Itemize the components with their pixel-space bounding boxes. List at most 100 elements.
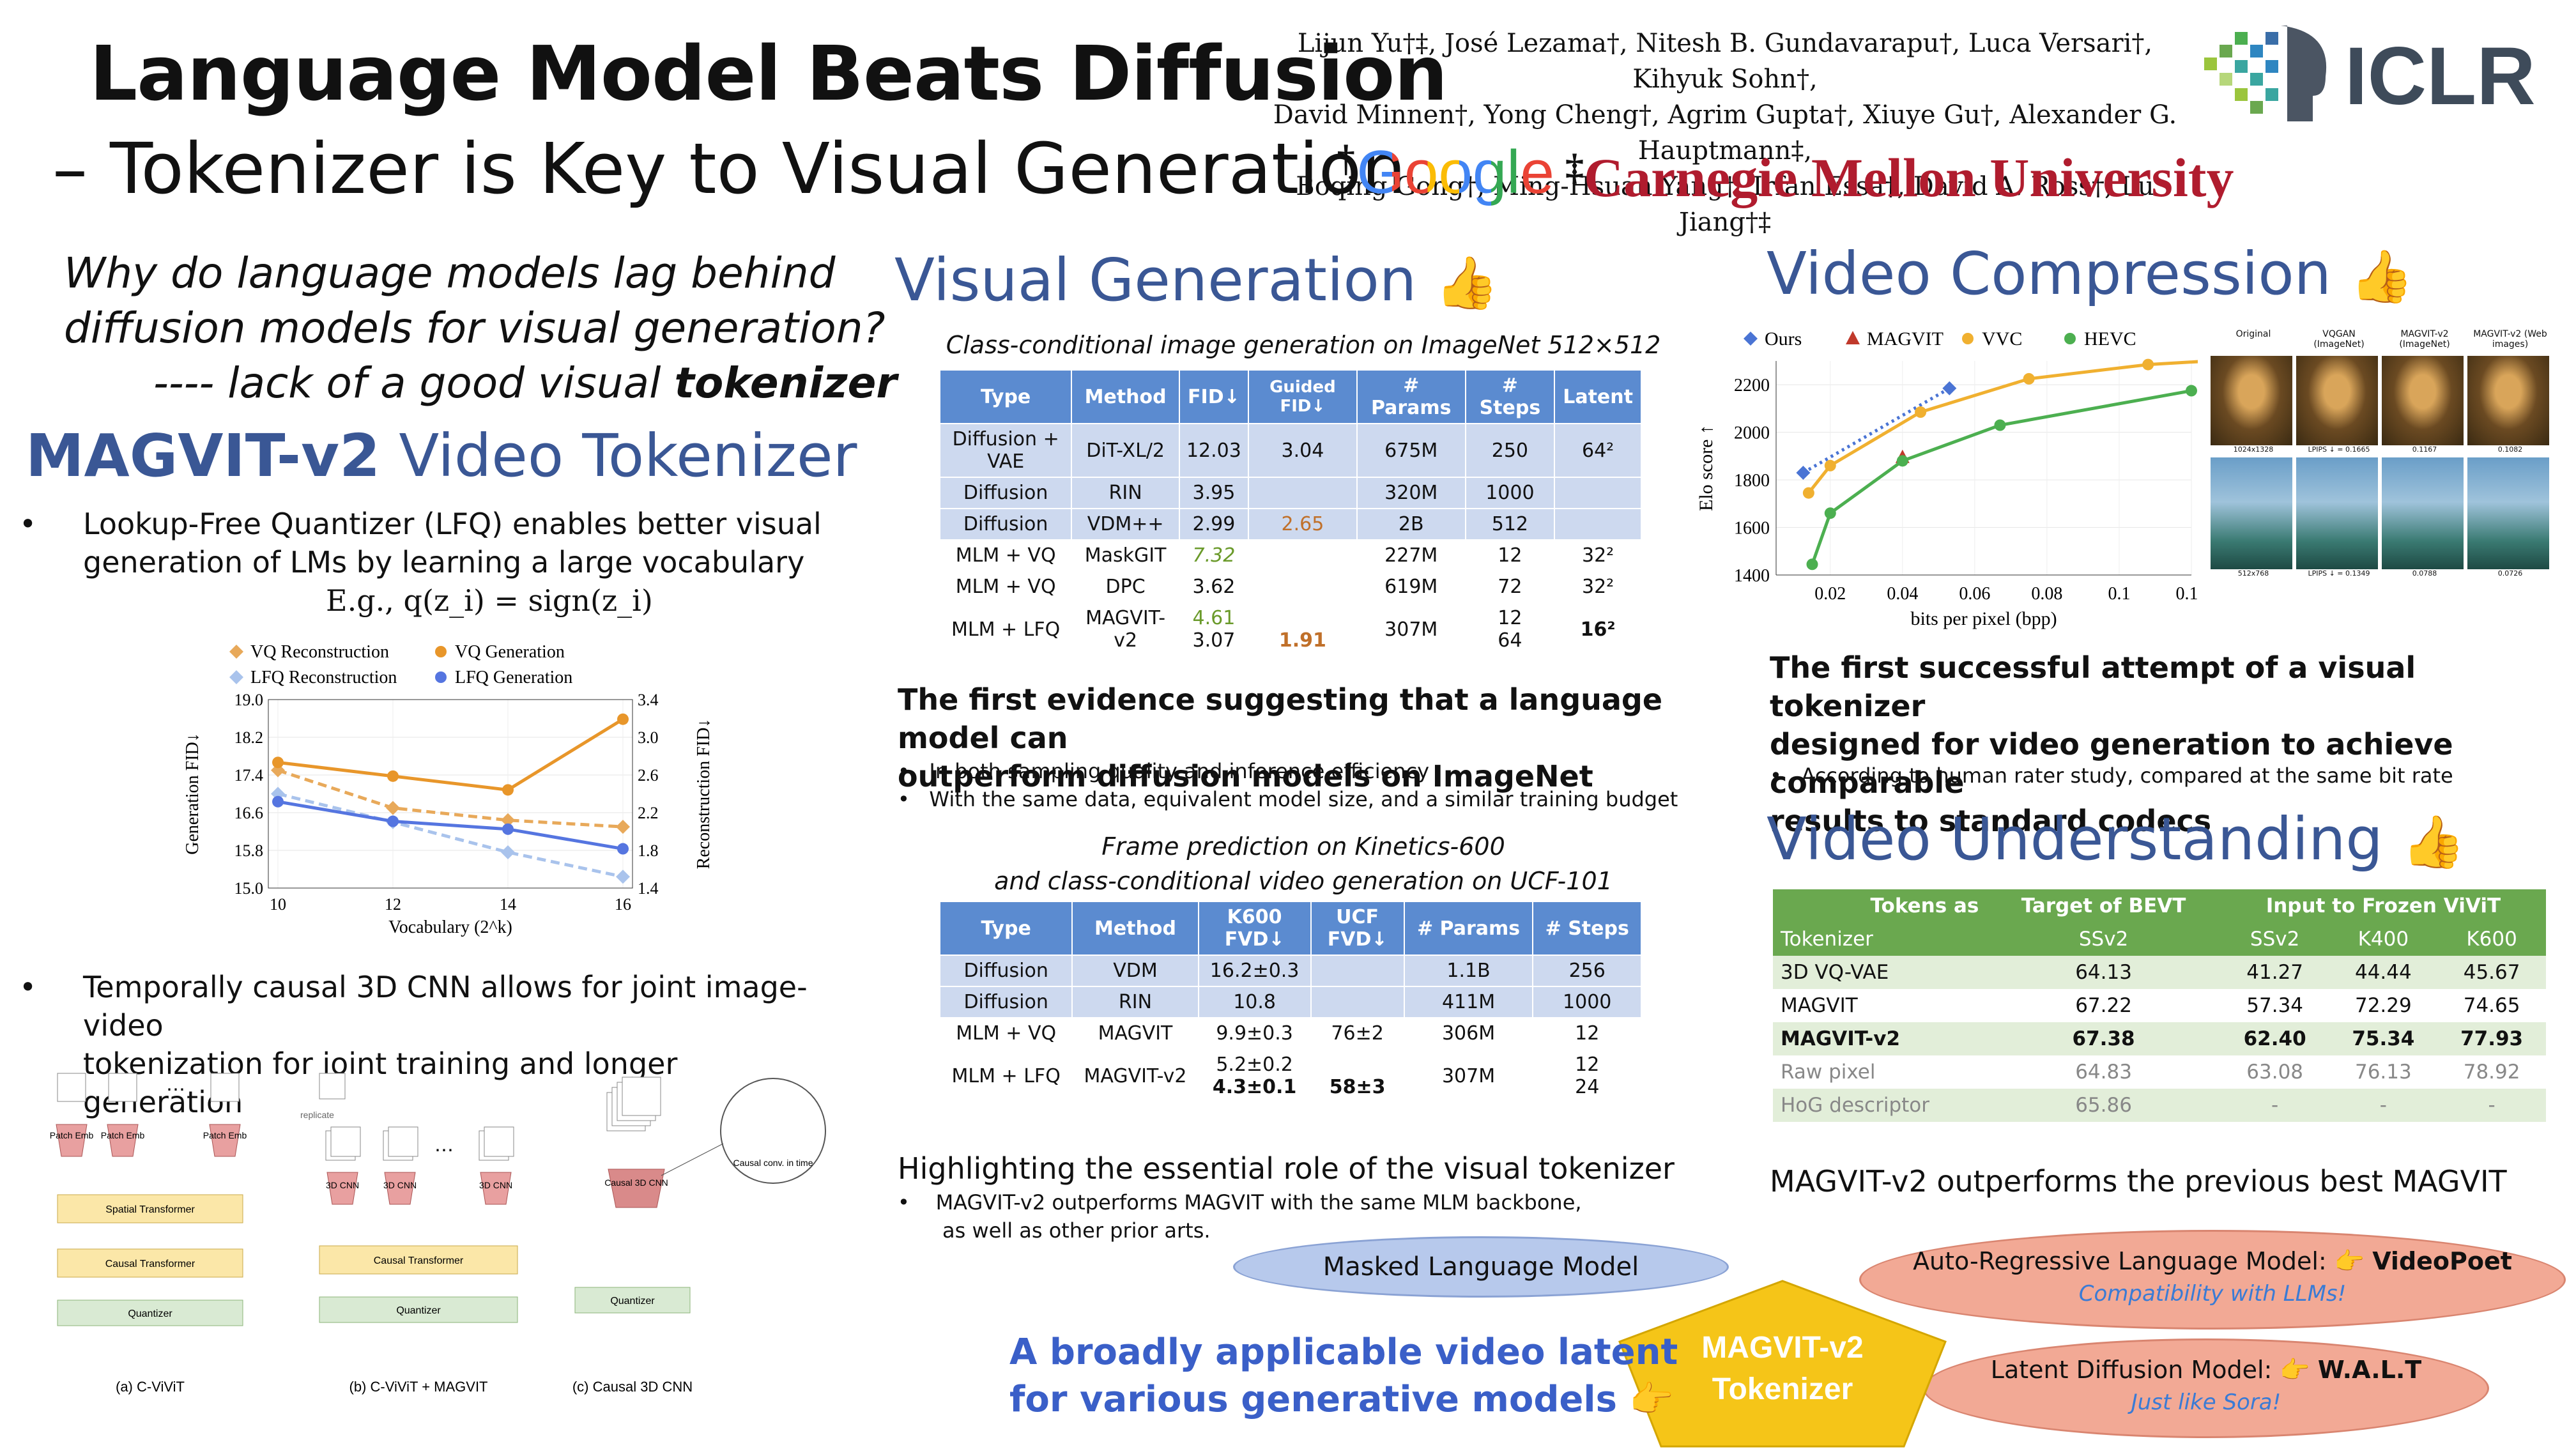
table-cell: 675M [1356, 423, 1466, 478]
y2-axis-label: Reconstruction FID↓ [694, 719, 714, 870]
y2-tick-label: 1.4 [638, 879, 659, 898]
cmu-mark: ‡ [1565, 146, 1584, 188]
spatial-transformer-block [57, 1194, 243, 1223]
legend-marker [229, 670, 243, 684]
data-point [1802, 487, 1814, 499]
data-point [617, 843, 629, 855]
x-tick-label: 0.12 [2176, 584, 2198, 604]
video-compression-title-text: Video Compression [1767, 240, 2331, 308]
table-row: Diffusion + VAE DiT-XL/2 12.03 3.04 675M 250 6… [939, 423, 1642, 478]
quantizer-label: Quantizer [610, 1296, 655, 1307]
video-understanding-title: Video Understanding 👍 [1767, 805, 2465, 873]
ldm-subtitle: Just like Sora! [2131, 1390, 2281, 1415]
y-tick-label: 18.2 [234, 728, 264, 747]
series-line [1811, 389, 2192, 565]
table-row: Diffusion RIN 10.8 411M 1000 [939, 986, 1642, 1018]
intro-answer-bold: tokenizer [674, 358, 897, 408]
caption-line: and class-conditional video generation o… [994, 867, 1613, 895]
table-cell: MAGVIT-v2 [1071, 602, 1180, 657]
frame-input [319, 1073, 346, 1100]
y2-tick-label: 2.6 [638, 766, 659, 785]
table-cell: - [2437, 1089, 2546, 1122]
data-point [272, 795, 284, 808]
table-cell: 3.62 [1178, 571, 1249, 603]
table-cell: MLM + VQ [939, 571, 1073, 603]
architecture-diagram: ⋯ Patch Emb Patch Emb Patch Emb Spatial … [50, 1073, 826, 1395]
image-metric: 0.0726 [2497, 569, 2523, 578]
table-cell: 32² [1554, 539, 1642, 572]
steps-value: 12 [1575, 1054, 1600, 1076]
table-cell: 256 [1532, 954, 1642, 987]
ar-lm-subtitle: Compatibility with LLMs! [2078, 1281, 2347, 1307]
table-cell: 250 [1464, 423, 1556, 478]
table-header-row: Type Method FID↓ Guided FID↓ # Params # … [939, 369, 1642, 424]
list-item-text: as well as other prior arts. [942, 1218, 1211, 1243]
imagenet-claim: The first evidence suggesting that a lan… [898, 680, 1696, 795]
spatial-transformer-label: Spatial Transformer [105, 1204, 195, 1215]
videopoet-label: VideoPoet [2372, 1247, 2512, 1275]
table-cell: - [2220, 1089, 2329, 1122]
bullet-line: Lookup-Free Quantizer (LFQ) enables bett… [83, 507, 822, 541]
table-cell: Diffusion + VAE [939, 423, 1073, 478]
list-item: • In both sampling quality and inference… [898, 759, 1430, 783]
bullet-line: generation of LMs by learning a large vo… [83, 545, 805, 579]
column-header: Tokenizer [1773, 923, 1987, 956]
image-metric: LPIPS ↓ = 0.1665 [2308, 445, 2370, 454]
table-row: Diffusion VDM++ 2.99 2.65 2B 512 [939, 508, 1642, 540]
y-tick-label: 19.0 [234, 691, 264, 709]
x-axis-label: Vocabulary (2^k) [388, 917, 512, 937]
y-tick-label: 2000 [1734, 424, 1770, 443]
table-row: Diffusion VDM 16.2±0.3 1.1B 256 [939, 954, 1642, 987]
table-header-row: Tokenizer SSv2 SSv2 K400 K600 [1773, 923, 2546, 956]
tokenizer-highlight-sub: • MAGVIT-v2 outperforms MAGVIT with the … [898, 1188, 1600, 1245]
fvd-value: 58±3 [1329, 1076, 1386, 1098]
table-row: MLM + LFQ MAGVIT-v2 4.61 3.07 1.91 307M 1… [939, 602, 1642, 657]
google-mark: † [1335, 138, 1357, 181]
cnn-label: 3D CNN [479, 1180, 512, 1190]
series-line [277, 769, 624, 829]
table-row: MAGVIT-v2 67.38 62.40 75.34 77.93 [1773, 1022, 2546, 1055]
legend-label: VVC [1982, 328, 2022, 349]
list-item-text: With the same data, equivalent model siz… [929, 787, 1678, 811]
tokenizer-title-bold: MAGVIT-v2 [26, 422, 381, 490]
video-understanding-table: Tokens as Target of BEVT Input to Frozen… [1773, 889, 2546, 1122]
column-header: Guided FID↓ [1247, 369, 1358, 424]
y-tick-label: 15.0 [234, 879, 264, 898]
table-cell: 4.61 3.07 [1178, 602, 1249, 657]
table-cell: 1.1B [1403, 954, 1534, 987]
ldm-line: Latent Diffusion Model: 👉 W.A.L.T [1925, 1356, 2487, 1384]
causal-cnn-label: Causal 3D CNN [604, 1177, 668, 1188]
table-cell: 2B [1356, 508, 1466, 540]
table-header-row: Type Method K600 FVD↓ UCF FVD↓ # Params … [939, 901, 1642, 956]
quantizer-block [57, 1300, 243, 1326]
authors-line: Boqing Gong†, Ming-Hsuan Yang†, Irfan Es… [1296, 172, 2154, 237]
legend-label: LFQ Reconstruction [250, 668, 397, 687]
thumbs-up-icon: 👍 [1435, 253, 1499, 312]
table-cell: 64.13 [1986, 956, 2221, 989]
table-cell: 3D VQ-VAE [1773, 956, 1987, 989]
caption-line: Frame prediction on Kinetics-600 [1101, 832, 1505, 861]
table-row: MLM + VQ DPC 3.62 619M 72 32² [939, 571, 1642, 603]
ar-lm-cloud: Auto-Regressive Language Model: 👉 VideoP… [1859, 1230, 2566, 1330]
y-tick-label: 1800 [1734, 471, 1770, 491]
x-tick-label: 14 [500, 895, 516, 914]
table-cell: Diffusion [939, 477, 1073, 509]
video-table-caption: Frame prediction on Kinetics-600 and cla… [939, 829, 1667, 898]
tokenizer-section-title: MAGVIT-v2 Video Tokenizer [26, 422, 857, 490]
iclr-brain-icon [2204, 26, 2327, 121]
y-tick-label: 2200 [1734, 376, 1770, 395]
table-cell: MLM + VQ [939, 539, 1073, 572]
y2-tick-label: 1.8 [638, 841, 659, 860]
table-cell: 3.95 [1178, 477, 1249, 509]
legend-label: VQ Generation [455, 642, 565, 662]
statue-liberty-image [2467, 457, 2549, 569]
table-cell [1247, 539, 1358, 572]
claim-line: The first successful attempt of a visual… [1770, 650, 2416, 723]
mlm-label: Masked Language Model [1322, 1252, 1639, 1282]
guided-fid-value: 1.91 [1278, 629, 1326, 652]
table-cell: 12.03 [1178, 423, 1249, 478]
bullet-dot: • [19, 507, 37, 541]
compression-subpoint: • According to human rater study, compar… [1770, 763, 2453, 788]
table-row: MLM + VQ MAGVIT 9.9±0.3 76±2 306M 12 [939, 1017, 1642, 1050]
data-point [272, 756, 284, 769]
